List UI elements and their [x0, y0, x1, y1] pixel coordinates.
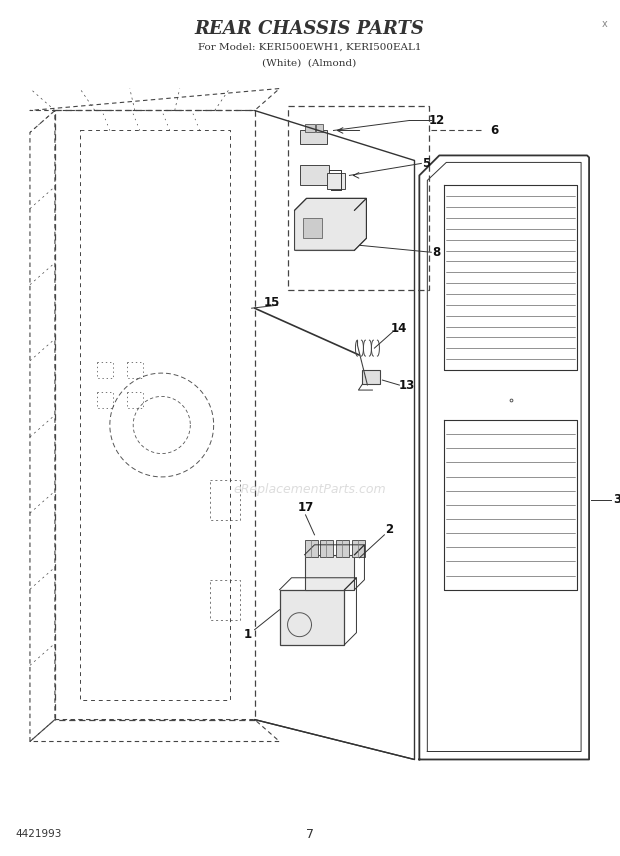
Bar — [304, 540, 317, 556]
Text: 1: 1 — [244, 628, 252, 641]
Text: 5: 5 — [422, 157, 430, 169]
Bar — [337, 540, 350, 556]
Bar — [321, 540, 334, 556]
Text: 2: 2 — [385, 523, 394, 537]
Text: x: x — [601, 19, 607, 28]
Text: eReplacementParts.com: eReplacementParts.com — [233, 484, 386, 496]
Bar — [280, 590, 345, 645]
Text: 7: 7 — [306, 828, 314, 841]
Bar — [299, 130, 327, 145]
Bar — [316, 124, 324, 133]
Text: For Model: KERI500EWH1, KERI500EAL1: For Model: KERI500EWH1, KERI500EAL1 — [198, 43, 421, 52]
Text: 13: 13 — [398, 378, 415, 391]
Text: 12: 12 — [428, 114, 445, 127]
Text: 17: 17 — [298, 502, 314, 514]
Bar — [299, 165, 329, 186]
Text: 14: 14 — [391, 322, 407, 335]
Polygon shape — [294, 199, 366, 250]
Text: 15: 15 — [264, 295, 280, 309]
Text: 3: 3 — [613, 493, 620, 507]
Text: 4421993: 4421993 — [15, 829, 61, 840]
Text: REAR CHASSIS PARTS: REAR CHASSIS PARTS — [195, 20, 425, 38]
Bar — [363, 370, 381, 384]
Bar — [304, 555, 355, 590]
Text: 6: 6 — [490, 124, 498, 137]
Bar — [294, 211, 355, 250]
Bar — [303, 218, 322, 238]
Bar — [304, 124, 314, 133]
Bar — [352, 540, 365, 556]
Bar — [327, 174, 345, 189]
Text: 8: 8 — [432, 246, 440, 259]
Text: (White)  (Almond): (White) (Almond) — [262, 58, 356, 67]
